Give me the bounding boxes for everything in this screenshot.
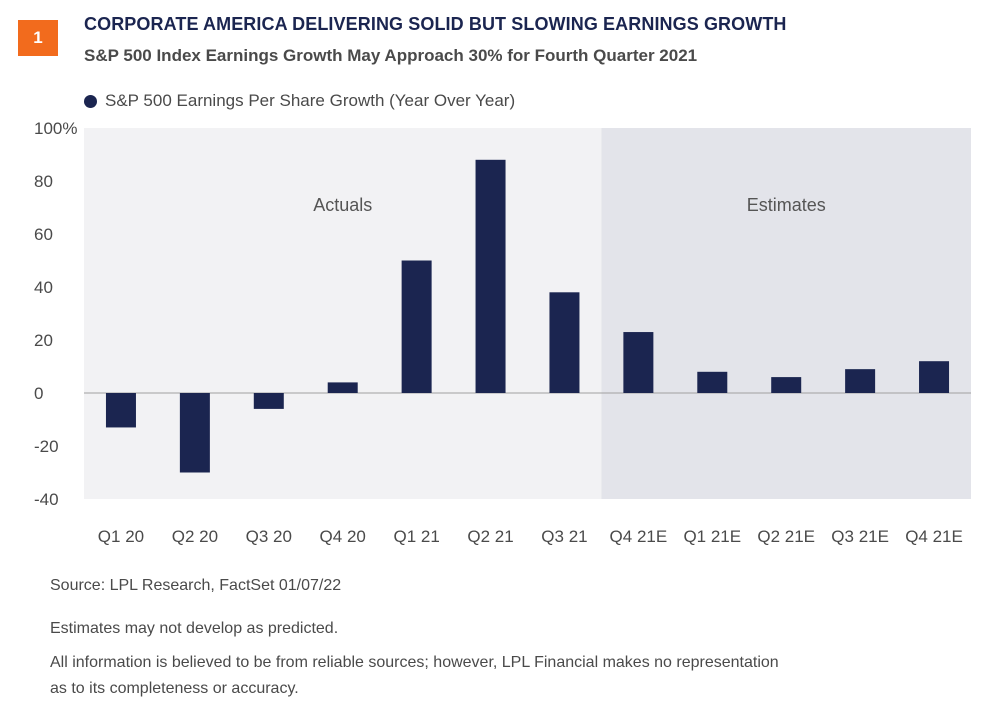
y-tick-label: 60: [34, 225, 53, 244]
bar: [253, 393, 284, 409]
bar: [327, 382, 358, 393]
disclaimer-line-2: as to its completeness or accuracy.: [50, 680, 299, 697]
bar: [771, 377, 802, 393]
chart-legend: S&P 500 Earnings Per Share Growth (Year …: [84, 91, 515, 111]
chart-title: CORPORATE AMERICA DELIVERING SOLID BUT S…: [84, 14, 787, 34]
bar: [919, 361, 950, 393]
y-tick-label: 40: [34, 278, 53, 297]
region-label: Actuals: [313, 195, 372, 215]
bar: [105, 393, 136, 428]
x-tick-label: Q3 20: [246, 527, 292, 546]
y-tick-label: 80: [34, 172, 53, 191]
x-tick-label: Q2 21E: [757, 527, 815, 546]
bar: [845, 369, 876, 393]
figure-number-badge: 1: [18, 20, 58, 56]
bar-chart: Actuals Estimates -40 -20 0 20 40 60 80 100% Q1 20…: [34, 119, 971, 546]
x-tick-label: Q4 21E: [905, 527, 963, 546]
chart-subtitle: S&P 500 Index Earnings Growth May Approa…: [84, 46, 698, 65]
y-tick-label: 0: [34, 384, 43, 403]
bar: [549, 292, 580, 393]
x-tick-label: Q2 21: [467, 527, 513, 546]
region-background: [84, 128, 602, 499]
x-tick-label: Q1 21E: [683, 527, 741, 546]
bar: [697, 371, 728, 393]
x-tick-label: Q2 20: [172, 527, 218, 546]
bar: [475, 159, 506, 393]
legend-label: S&P 500 Earnings Per Share Growth (Year …: [105, 91, 516, 110]
region-background: [601, 128, 971, 499]
y-tick-label: -20: [34, 437, 59, 456]
source-note: Source: LPL Research, FactSet 01/07/22: [50, 577, 342, 594]
y-tick-label: 20: [34, 331, 53, 350]
x-tick-label: Q3 21E: [831, 527, 889, 546]
x-tick-label: Q1 21: [393, 527, 439, 546]
bar: [401, 260, 432, 393]
x-tick-label: Q4 21E: [610, 527, 668, 546]
x-tick-label: Q3 21: [541, 527, 587, 546]
region-label: Estimates: [747, 195, 826, 215]
bar: [179, 393, 210, 473]
x-tick-label: Q1 20: [98, 527, 144, 546]
legend-swatch: [84, 94, 97, 108]
disclaimer-line-1: All information is believed to be from r…: [50, 654, 779, 671]
bar: [623, 332, 654, 393]
x-tick-label: Q4 20: [320, 527, 366, 546]
estimates-note: Estimates may not develop as predicted.: [50, 620, 339, 637]
y-tick-label: -40: [34, 490, 59, 509]
y-tick-label: 100%: [34, 119, 77, 138]
